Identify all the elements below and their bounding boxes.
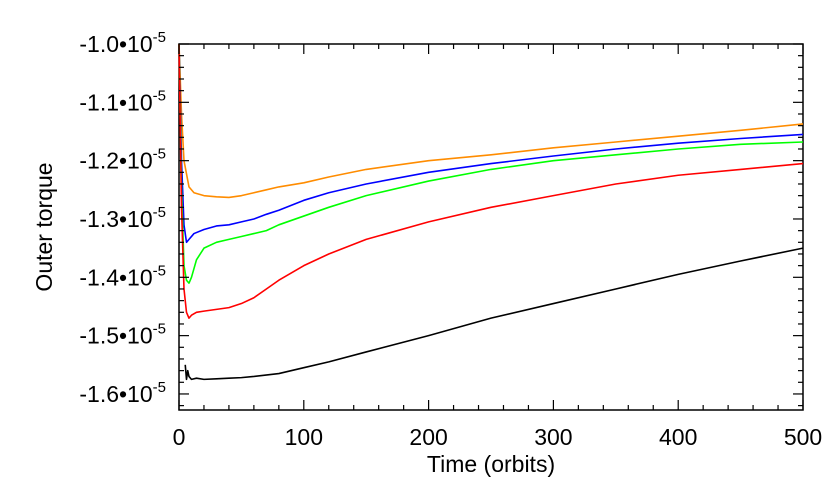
y-tick-label: -1.6•10-5 [79,379,166,407]
series-line-2 [178,43,804,284]
plot-frame [178,43,804,411]
x-tick-label: 400 [659,424,697,450]
x-tick-labels: 0 100 200 300 400 500 [173,424,823,450]
x-tick-label: 300 [534,424,572,450]
series-line-4 [184,247,804,381]
x-axis-label: Time (orbits) [427,451,555,477]
y-axis-label: Outer torque [31,162,57,291]
series-line-1 [178,43,804,244]
y-tick-label: -1.4•10-5 [79,262,166,290]
y-tick-label: -1.1•10-5 [79,87,166,115]
x-tick-label: 200 [409,424,447,450]
y-tick-label: -1.5•10-5 [79,321,166,349]
y-tick-label: -1.2•10-5 [79,146,166,174]
x-tick-label: 100 [285,424,323,450]
series-line-0 [178,43,804,199]
y-tick-label: -1.3•10-5 [79,204,166,232]
x-tick-label: 500 [784,424,822,450]
y-tick-label: -1.0•10-5 [79,29,166,57]
y-tick-labels: -1.0•10-5 -1.1•10-5 -1.2•10-5 -1.3•10-5 -1.4… [79,29,166,407]
ticks-layer [178,43,804,410]
series-line-3 [178,43,804,319]
x-tick-label: 0 [173,424,186,450]
series-layer [178,43,804,381]
